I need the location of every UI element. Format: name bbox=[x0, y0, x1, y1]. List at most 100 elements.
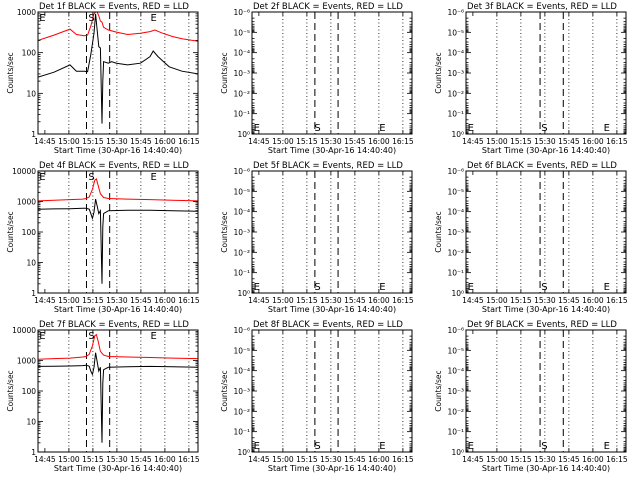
y-tick-label: 100 bbox=[22, 228, 37, 237]
annotation-marker: E bbox=[39, 13, 45, 24]
panel-title: Det 6f BLACK = Events, RED = LLD bbox=[467, 161, 617, 171]
annotation-marker: E bbox=[379, 441, 385, 452]
panel-title: Det 1f BLACK = Events, RED = LLD bbox=[39, 2, 189, 12]
x-tick-label: 15:15 bbox=[296, 455, 318, 464]
y-tick-label: 10⁰ bbox=[451, 130, 464, 139]
y-tick-label: 10⁻³ bbox=[447, 69, 464, 78]
y-tick-label: 10⁻⁴ bbox=[233, 49, 250, 58]
y-tick-label: 10⁻⁴ bbox=[233, 367, 250, 376]
x-tick-label: 15:15 bbox=[82, 137, 104, 146]
y-tick-label: 100 bbox=[22, 387, 37, 396]
annotation-marker: E bbox=[379, 123, 385, 134]
y-tick-label: 10⁻⁴ bbox=[233, 208, 250, 217]
x-tick-label: 15:30 bbox=[320, 296, 342, 305]
x-tick-label: 16:15 bbox=[606, 137, 628, 146]
chart-panel-3: Det 3f BLACK = Events, RED = LLD E S E 14:45… bbox=[434, 2, 628, 155]
y-tick-label: 10⁻³ bbox=[233, 387, 250, 396]
y-tick-label: 10⁻² bbox=[447, 89, 464, 98]
plot-frame bbox=[251, 329, 413, 453]
y-tick-label: 10 bbox=[26, 89, 36, 98]
chart-panel-8: Det 8f BLACK = Events, RED = LLD E S E 14:45… bbox=[220, 320, 414, 473]
x-axis-label: Start Time (30-Apr-16 14:40:40) bbox=[482, 464, 610, 473]
y-tick-label: 10⁻⁶ bbox=[447, 8, 464, 17]
y-tick-label: 10⁻⁴ bbox=[447, 49, 464, 58]
x-tick-label: 15:15 bbox=[510, 455, 532, 464]
y-tick-label: 10⁻¹ bbox=[447, 269, 464, 278]
x-tick-label: 15:45 bbox=[130, 137, 152, 146]
y-tick-label: 10⁻² bbox=[233, 89, 250, 98]
y-axis-label: Counts/sec bbox=[434, 211, 443, 252]
y-tick-label: 10⁻¹ bbox=[447, 110, 464, 119]
y-tick-label: 10⁻⁶ bbox=[233, 167, 250, 176]
x-tick-label: 15:00 bbox=[486, 296, 508, 305]
x-tick-label: 15:00 bbox=[58, 455, 80, 464]
y-tick-label: 10⁻⁵ bbox=[447, 187, 464, 196]
y-tick-label: 1 bbox=[31, 448, 36, 457]
x-tick-label: 15:15 bbox=[296, 137, 318, 146]
x-tick-label: 16:15 bbox=[392, 296, 414, 305]
annotation-marker: E bbox=[150, 172, 156, 183]
x-tick-label: 14:45 bbox=[34, 137, 56, 146]
x-tick-label: 16:00 bbox=[154, 455, 176, 464]
y-tick-label: 10⁻⁶ bbox=[233, 326, 250, 335]
x-tick-label: 15:45 bbox=[130, 455, 152, 464]
x-tick-label: 14:45 bbox=[248, 137, 270, 146]
y-tick-label: 10⁻⁴ bbox=[447, 208, 464, 217]
x-tick-label: 15:30 bbox=[106, 296, 128, 305]
y-axis-label: Counts/sec bbox=[434, 370, 443, 411]
x-tick-label: 14:45 bbox=[462, 296, 484, 305]
annotation-marker: E bbox=[604, 282, 610, 293]
x-tick-label: 15:15 bbox=[296, 296, 318, 305]
y-tick-label: 10⁻⁵ bbox=[233, 187, 250, 196]
y-tick-label: 10⁻² bbox=[233, 407, 250, 416]
y-tick-label: 10⁻⁶ bbox=[447, 167, 464, 176]
chart-panel-6: Det 6f BLACK = Events, RED = LLD E S E 14:45… bbox=[434, 161, 628, 314]
y-tick-label: 10⁻⁵ bbox=[233, 346, 250, 355]
x-tick-label: 15:00 bbox=[486, 455, 508, 464]
annotation-marker: S bbox=[88, 172, 94, 183]
annotation-marker: S bbox=[541, 123, 547, 134]
annotation-marker: E bbox=[150, 13, 156, 24]
x-axis-label: Start Time (30-Apr-16 14:40:40) bbox=[54, 305, 182, 314]
x-tick-label: 14:45 bbox=[462, 455, 484, 464]
annotation-marker: E bbox=[468, 282, 474, 293]
series-line-lld bbox=[38, 12, 198, 42]
y-tick-label: 10⁻¹ bbox=[233, 110, 250, 119]
x-tick-label: 15:15 bbox=[82, 296, 104, 305]
x-tick-label: 16:15 bbox=[178, 137, 200, 146]
y-tick-label: 10⁻³ bbox=[233, 228, 250, 237]
y-tick-label: 10⁻² bbox=[233, 248, 250, 257]
y-axis-label: Counts/sec bbox=[434, 52, 443, 93]
x-tick-label: 16:00 bbox=[368, 137, 390, 146]
x-tick-label: 14:45 bbox=[462, 137, 484, 146]
panel-title: Det 5f BLACK = Events, RED = LLD bbox=[253, 161, 403, 171]
chart-panel-9: Det 9f BLACK = Events, RED = LLD E S E 14:45… bbox=[434, 320, 628, 473]
x-tick-label: 16:00 bbox=[368, 296, 390, 305]
x-axis-label: Start Time (30-Apr-16 14:40:40) bbox=[54, 146, 182, 155]
x-tick-label: 15:30 bbox=[106, 455, 128, 464]
y-tick-label: 1000 bbox=[17, 8, 36, 17]
y-tick-label: 10000 bbox=[12, 167, 36, 176]
y-axis-label: Counts/sec bbox=[6, 370, 15, 411]
panel-title: Det 3f BLACK = Events, RED = LLD bbox=[467, 2, 617, 12]
plot-frame bbox=[465, 329, 627, 453]
x-tick-label: 14:45 bbox=[34, 296, 56, 305]
x-tick-label: 16:15 bbox=[606, 455, 628, 464]
x-tick-label: 16:15 bbox=[606, 296, 628, 305]
x-tick-label: 16:00 bbox=[582, 296, 604, 305]
plot-frame bbox=[465, 170, 627, 294]
plot-frame bbox=[37, 170, 199, 294]
series-line-lld bbox=[38, 333, 198, 360]
y-axis-label: Counts/sec bbox=[220, 211, 229, 252]
y-tick-label: 10⁻¹ bbox=[447, 428, 464, 437]
x-axis-label: Start Time (30-Apr-16 14:40:40) bbox=[268, 305, 396, 314]
x-tick-label: 15:30 bbox=[320, 455, 342, 464]
annotation-marker: S bbox=[541, 441, 547, 452]
chart-panel-2: Det 2f BLACK = Events, RED = LLD E S E 14:45… bbox=[220, 2, 414, 155]
y-axis-label: Counts/sec bbox=[6, 52, 15, 93]
y-tick-label: 10 bbox=[26, 259, 36, 268]
x-tick-label: 16:00 bbox=[582, 455, 604, 464]
